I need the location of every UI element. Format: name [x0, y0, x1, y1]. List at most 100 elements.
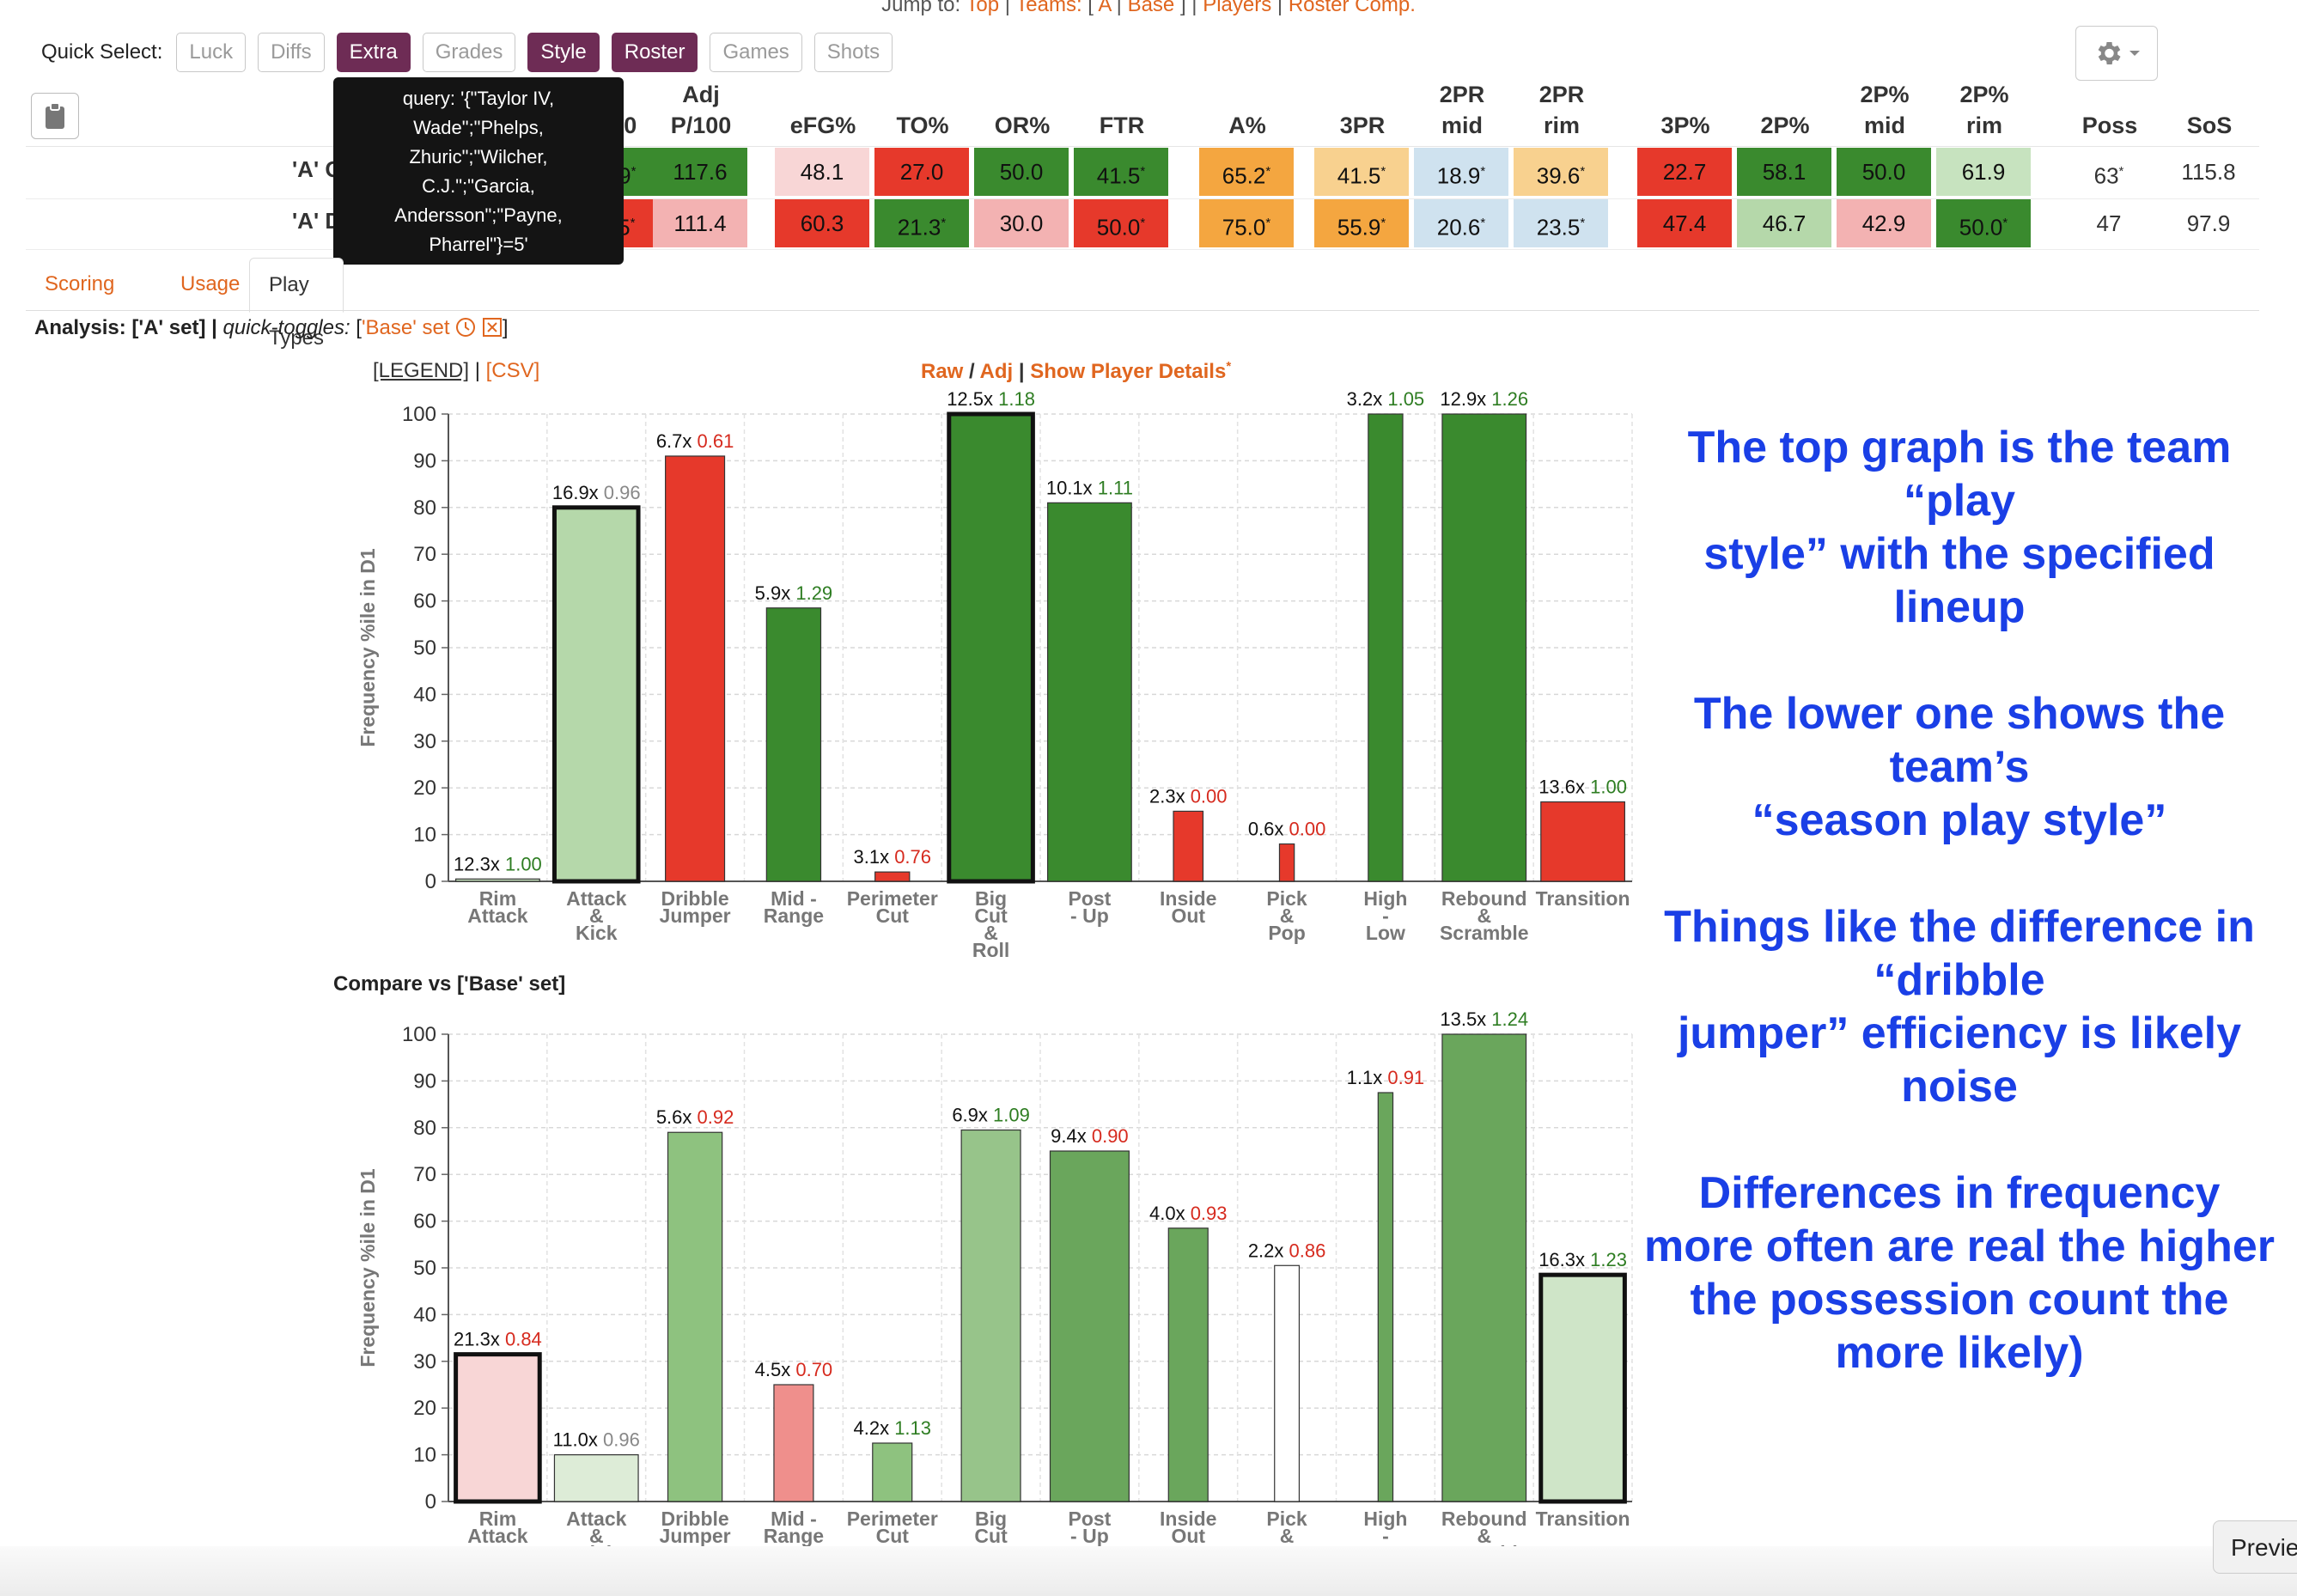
tab-play-types[interactable]: Play Types [249, 258, 344, 350]
quick-toggle-base-set[interactable]: 'Base' set [361, 316, 450, 339]
stat-value: 63 [2093, 162, 2119, 189]
quick-select-luck-button[interactable]: Luck [176, 33, 247, 72]
quick-select-diffs-button[interactable]: Diffs [258, 33, 325, 72]
header-2p-pct-mid[interactable]: 2P% mid [1860, 82, 1910, 138]
stat-star: * [2002, 216, 2008, 230]
player-details-star: * [1226, 359, 1232, 374]
compare-title: Compare vs ['Base' set] [333, 972, 566, 996]
legend-link[interactable]: [LEGEND] [373, 359, 470, 382]
header-to[interactable]: TO% [896, 113, 949, 138]
header-2p-pct-rim[interactable]: 2P% rim [1959, 82, 2009, 138]
y-tick-label: 90 [413, 449, 436, 472]
bar [1441, 413, 1527, 882]
quick-toggles-label: quick-toggles: [222, 316, 350, 339]
bar [765, 607, 822, 882]
bar-value-label: 9.4x 0.90 [1051, 1125, 1129, 1147]
y-tick-label: 60 [413, 590, 436, 613]
efficiency-label: 0.00 [1289, 818, 1326, 839]
header-a-pct[interactable]: A% [1228, 113, 1266, 138]
x-tick-label: Dribble Jumper [660, 1508, 731, 1547]
bar [455, 878, 540, 882]
jump-teams-label: Teams: [1015, 0, 1082, 16]
jump-top-link[interactable]: Top [966, 0, 1000, 16]
settings-button[interactable] [2075, 26, 2158, 81]
header-or[interactable]: OR% [994, 113, 1051, 138]
tab-scoring[interactable]: Scoring [45, 272, 115, 295]
y-tick-label: 50 [413, 637, 436, 660]
tab-usage[interactable]: Usage [180, 272, 241, 295]
stat-value: 42.9 [1861, 210, 1906, 236]
analysis-label: Analysis: ['A' set] | [34, 316, 217, 339]
frequency-label: 10.1x [1046, 477, 1098, 498]
stat-value: 18.9 [1436, 162, 1481, 189]
stat-cell: 111.4 [653, 199, 747, 247]
stat-value: 27.0 [899, 159, 944, 185]
jump-team-base-link[interactable]: Base [1127, 0, 1175, 16]
quick-select-roster-button[interactable]: Roster [611, 33, 698, 72]
adj-toggle[interactable]: Adj [979, 360, 1014, 383]
frequency-label: 13.5x [1440, 1008, 1491, 1030]
jump-nav: Jump to: Top | Teams: [ A | Base ] | Pla… [0, 0, 2297, 17]
header-2pr-mid[interactable]: 2PR mid [1439, 82, 1485, 138]
stat-star: * [1380, 164, 1386, 179]
preview-tab[interactable]: Previe [2213, 1520, 2297, 1574]
stat-cell: 50.0* [1074, 199, 1168, 247]
stat-star: * [630, 216, 636, 230]
efficiency-label: 1.09 [993, 1105, 1030, 1126]
annotation-paragraph-3: Things like the difference in “dribble j… [1664, 902, 2255, 1112]
bar [1377, 1092, 1394, 1502]
quick-select-grades-button[interactable]: Grades [422, 33, 516, 72]
efficiency-label: 0.93 [1191, 1203, 1228, 1224]
frequency-label: 2.3x [1149, 785, 1191, 807]
frequency-label: 6.7x [656, 430, 698, 452]
jump-prefix: Jump to: [881, 0, 961, 16]
raw-toggle[interactable]: Raw [921, 360, 964, 383]
csv-link[interactable]: [CSV] [485, 359, 540, 382]
show-player-details-toggle[interactable]: Show Player Details [1030, 360, 1227, 383]
stat-cell: 41.5* [1074, 148, 1168, 196]
copy-to-clipboard-button[interactable] [31, 93, 79, 139]
clipboard-icon [46, 102, 64, 129]
header-adj-p100[interactable]: Adj P/100 [670, 82, 732, 138]
stat-star: * [2118, 164, 2124, 179]
header-2p-pct[interactable]: 2P% [1760, 113, 1810, 138]
header-3pr[interactable]: 3PR [1339, 113, 1386, 138]
quick-select-extra-button[interactable]: Extra [336, 33, 411, 72]
jump-team-a-link[interactable]: A [1098, 0, 1111, 16]
header-poss[interactable]: Poss [2081, 113, 2138, 138]
stat-cell: 63* [2062, 148, 2156, 196]
quick-select-shots-button[interactable]: Shots [813, 33, 893, 72]
efficiency-label: 1.00 [505, 853, 542, 874]
bar [960, 1129, 1021, 1502]
x-box-icon[interactable] [482, 317, 503, 338]
stat-cell: 60.3 [775, 199, 869, 247]
header-3p-pct[interactable]: 3P% [1660, 113, 1710, 138]
stat-star: * [1140, 164, 1146, 179]
tab-divider [26, 310, 2259, 311]
y-tick-label: 100 [402, 403, 436, 426]
header-2pr-rim[interactable]: 2PR rim [1538, 82, 1585, 138]
bar [665, 455, 726, 882]
stat-value: 20.6 [1436, 214, 1481, 241]
y-tick-label: 20 [413, 777, 436, 800]
efficiency-label: 1.23 [1590, 1249, 1627, 1270]
jump-players-link[interactable]: Players [1203, 0, 1272, 16]
frequency-label: 2.2x [1248, 1240, 1289, 1261]
header-efg[interactable]: eFG% [789, 113, 856, 138]
efficiency-label: 0.91 [1387, 1067, 1424, 1088]
stat-cell: 55.9* [1314, 199, 1409, 247]
caret-down-icon [2129, 51, 2140, 56]
quick-select-games-button[interactable]: Games [710, 33, 802, 72]
header-sos[interactable]: SoS [2186, 113, 2233, 138]
stat-cell: 50.0 [1837, 148, 1931, 196]
header-ftr[interactable]: FTR [1099, 113, 1145, 138]
bar-value-label: 5.9x 1.29 [755, 582, 833, 604]
stat-cell: 22.7 [1637, 148, 1732, 196]
y-tick-label: 0 [425, 1490, 436, 1514]
stat-value: 22.7 [1662, 159, 1707, 185]
quick-select-style-button[interactable]: Style [527, 33, 600, 72]
efficiency-label: 0.96 [604, 482, 641, 503]
clock-icon[interactable] [455, 317, 476, 338]
jump-roster-comp-link[interactable]: Roster Comp. [1288, 0, 1416, 16]
